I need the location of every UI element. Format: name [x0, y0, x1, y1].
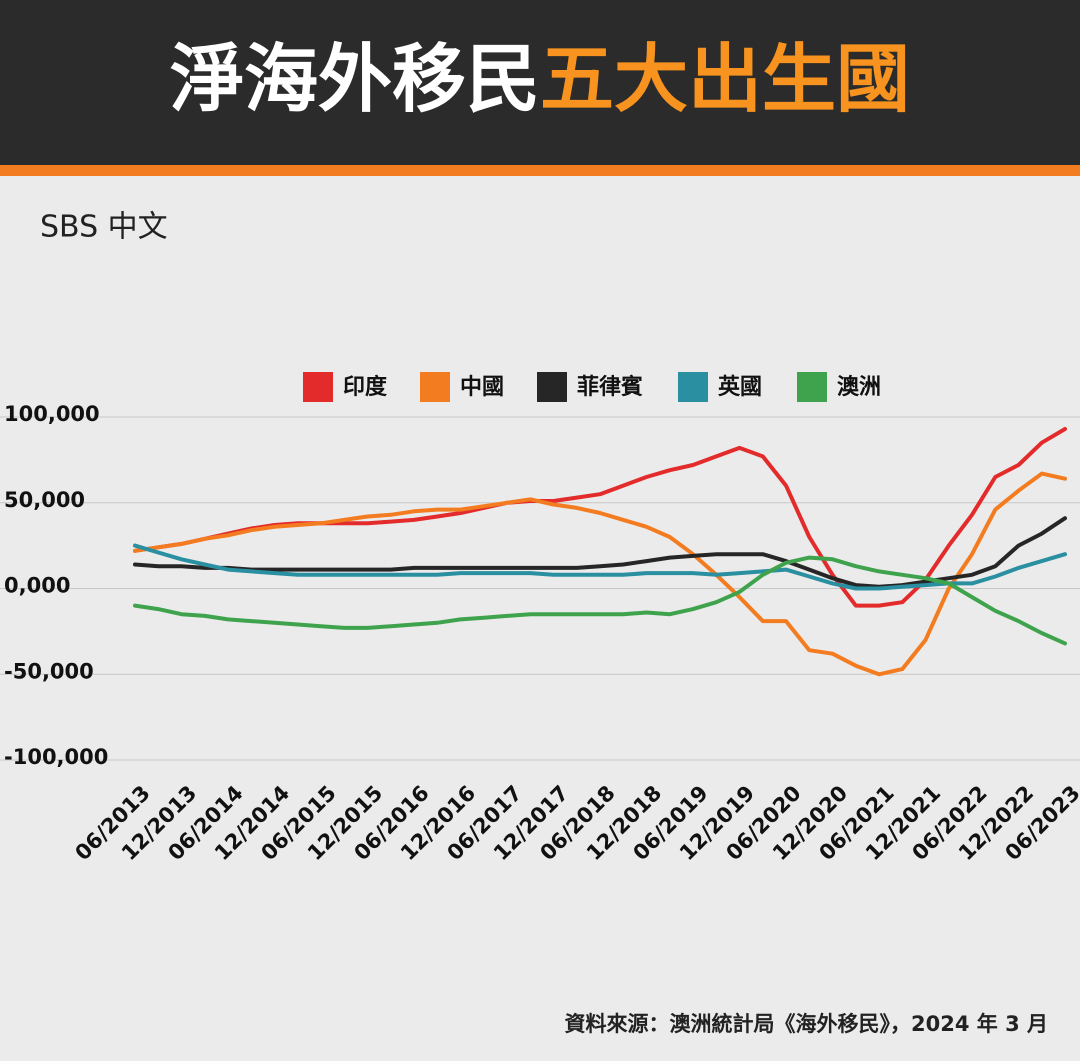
chart-title-highlight: 五大出生國 [540, 37, 910, 123]
legend-swatch [797, 372, 827, 402]
header [0, 0, 1080, 165]
legend-label: 印度 [343, 374, 388, 400]
series-line [133, 516, 1067, 589]
y-tick-label: 0,000 [4, 574, 70, 598]
legend-label: 澳洲 [837, 374, 881, 400]
y-tick-label: 100,000 [4, 402, 100, 426]
legend-swatch [678, 372, 708, 402]
header-stripe [0, 165, 1080, 176]
series-line [133, 471, 1067, 677]
source: 資料來源：澳洲統計局《海外移民》，2024 年 3 月 [565, 1012, 1049, 1036]
series-line [133, 555, 1067, 646]
chart-title: 淨海外移民 [170, 37, 540, 123]
y-tick-label: -50,000 [4, 659, 94, 683]
legend-label: 英國 [718, 375, 762, 400]
brand: SBS 中文 [40, 210, 168, 245]
series-line [133, 543, 1067, 591]
legend-swatch [537, 372, 567, 402]
legend-label: 菲律賓 [577, 374, 643, 400]
y-tick-label: -100,000 [4, 745, 108, 769]
legend-swatch [303, 372, 333, 402]
legend-label: 中國 [460, 375, 504, 400]
legend-swatch [420, 372, 450, 402]
y-tick-label: 50,000 [4, 488, 85, 512]
